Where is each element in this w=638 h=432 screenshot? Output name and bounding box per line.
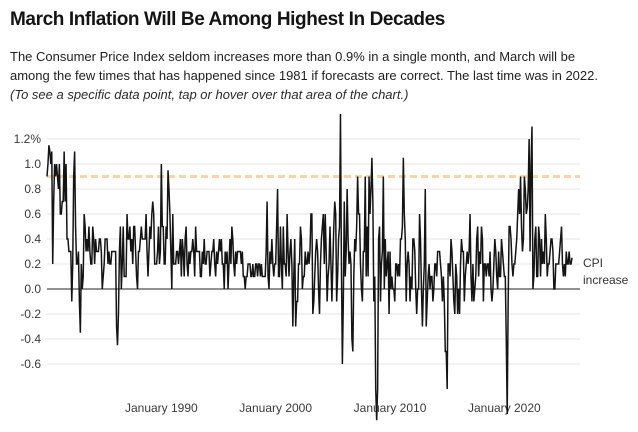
x-tick-label: January 1990 xyxy=(125,401,198,415)
y-tick-label: 0.4 xyxy=(24,232,41,246)
cpi-increase-label: CPI xyxy=(583,256,603,270)
y-tick-label: 0.8 xyxy=(24,182,41,196)
subtitle-line-1: The Consumer Price Index seldom increase… xyxy=(10,49,576,64)
y-tick-label: 1.2% xyxy=(14,132,42,146)
hover-instruction-note: (To see a specific data point, tap or ho… xyxy=(10,87,409,102)
x-tick-label: January 2000 xyxy=(239,401,312,415)
cpi-line-chart[interactable]: 1.2% 1.0 0.8 0.6 0.4 0.2 0.0 -0.2 -0.4 -0.6 Januar… xyxy=(0,108,638,432)
cpi-increase-label: increase xyxy=(583,273,629,287)
y-tick-label: 0.6 xyxy=(24,207,41,221)
subtitle-line-2: among the few times that has happened si… xyxy=(10,68,598,83)
x-tick-label: January 2020 xyxy=(468,401,541,415)
x-tick-label: January 2010 xyxy=(354,401,427,415)
y-tick-label: -0.2 xyxy=(20,307,41,321)
y-tick-label: -0.4 xyxy=(20,332,41,346)
chart-canvas[interactable]: 1.2% 1.0 0.8 0.6 0.4 0.2 0.0 -0.2 -0.4 -0.6 Januar… xyxy=(0,108,638,432)
y-tick-label: 0.0 xyxy=(24,282,41,296)
cpi-line[interactable] xyxy=(46,113,573,421)
y-tick-label: -0.6 xyxy=(20,357,41,371)
y-tick-label: 0.2 xyxy=(24,257,41,271)
y-tick-label: 1.0 xyxy=(24,157,41,171)
chart-subtitle: The Consumer Price Index seldom increase… xyxy=(10,47,622,104)
page-title: March Inflation Will Be Among Highest In… xyxy=(10,9,445,30)
